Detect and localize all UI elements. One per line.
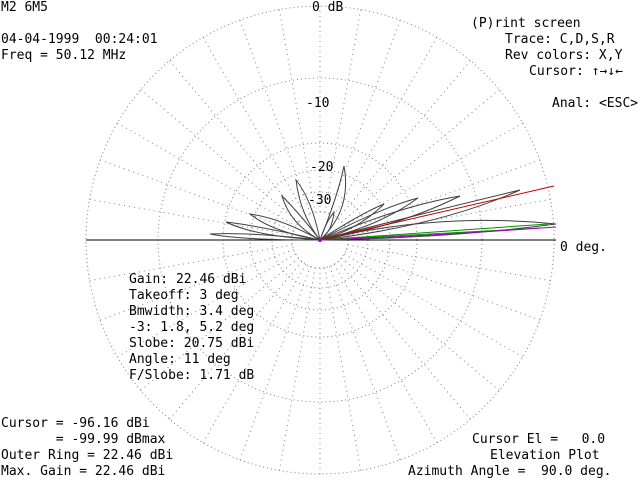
pattern-lobe	[319, 197, 419, 241]
cursor-keys-hint[interactable]: Cursor: ↑→↓←	[529, 64, 623, 79]
ring-label-20: -20	[310, 160, 334, 175]
pattern-lobe	[295, 178, 321, 241]
grid-spoke	[324, 9, 362, 213]
grid-spoke	[333, 37, 438, 217]
pattern-lobe	[319, 165, 347, 241]
grid-spoke	[169, 60, 303, 219]
anal-escape-option[interactable]: Anal: <ESC>	[552, 96, 639, 111]
frequency: Freq = 50.12 MHz	[1, 48, 127, 63]
pattern-lobe	[209, 233, 321, 241]
antenna-name: M2 6M5	[1, 0, 48, 15]
sidelobe-value: Slobe: 20.75 dBi	[129, 336, 255, 351]
grid-spoke	[329, 19, 401, 214]
front-sidelobe-ratio: F/Slobe: 1.71 dB	[129, 368, 255, 383]
grid-spoke	[140, 89, 299, 223]
grid-spoke	[341, 89, 500, 223]
grid-spoke	[278, 267, 316, 471]
pattern-lobe	[319, 210, 335, 241]
pattern-lobe	[319, 203, 385, 241]
outer-ring-value: Outer Ring = 22.46 dBi	[1, 448, 174, 463]
ring-label-30: -30	[308, 193, 332, 208]
cursor-elevation: Cursor El = 0.0	[472, 432, 606, 447]
grid-spoke	[347, 244, 551, 282]
pattern-lobe	[319, 219, 557, 241]
pattern-lobe	[319, 189, 521, 241]
max-gain-value: Max. Gain = 22.46 dBi	[1, 464, 166, 479]
ring-label-0db: 0 dB	[312, 0, 344, 15]
grid-spoke	[89, 198, 293, 236]
beamwidth-value: Bmwidth: 3.4 deg	[129, 304, 255, 319]
grid-spoke	[341, 257, 500, 391]
grid-spoke	[337, 60, 471, 219]
grid-spoke	[329, 266, 401, 461]
print-screen-option[interactable]: (P)rint screen	[471, 16, 581, 31]
plot-type: Elevation Plot	[490, 448, 600, 463]
grid-spoke	[202, 37, 307, 217]
date-time: 04-04-1999 00:24:01	[1, 32, 158, 47]
takeoff-value: Takeoff: 3 deg	[129, 288, 239, 303]
pattern-lobe	[280, 194, 321, 241]
cursor-dbmax: = -99.99 dBmax	[1, 432, 166, 447]
max-gain-cursor-line	[319, 185, 555, 241]
grid-spoke	[99, 159, 294, 231]
grid-spoke	[117, 122, 297, 227]
trace-option[interactable]: Trace: C,D,S,R	[505, 32, 615, 47]
origin-marker	[318, 238, 322, 242]
sidelobe-angle: Angle: 11 deg	[129, 352, 231, 367]
beamwidth-line	[319, 227, 541, 241]
azimuth-angle: Azimuth Angle = 90.0 deg.	[408, 464, 612, 479]
takeoff-angle-line	[319, 223, 549, 241]
rev-colors-option[interactable]: Rev colors: X,Y	[505, 48, 623, 63]
cursor-dbi: Cursor = -96.16 dBi	[1, 416, 150, 431]
grid-spoke	[343, 253, 523, 358]
grid-spoke	[346, 249, 541, 321]
grid-spoke	[346, 159, 541, 231]
pattern-lobe	[319, 195, 461, 241]
zero-deg-label: 0 deg.	[560, 240, 607, 255]
ring-label-10: -10	[306, 96, 330, 111]
grid-spoke	[324, 267, 362, 471]
grid-spoke	[337, 261, 471, 420]
grid-spoke	[239, 266, 311, 461]
minus3db-points: -3: 1.8, 5.2 deg	[129, 320, 255, 335]
gain-value: Gain: 22.46 dBi	[129, 272, 247, 287]
purple-trace	[319, 226, 557, 241]
grid-spoke	[333, 263, 438, 443]
radiation-pattern	[209, 165, 557, 241]
